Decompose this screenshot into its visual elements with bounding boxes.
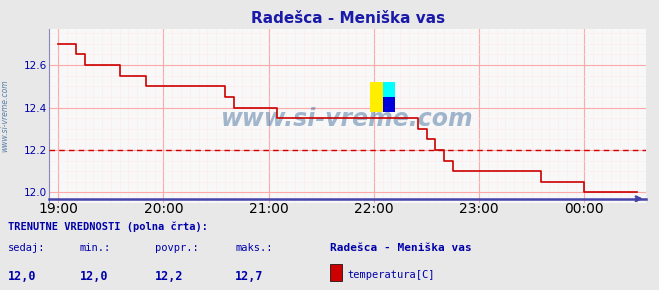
Text: povpr.:: povpr.: [155,243,199,253]
Text: 12,0: 12,0 [8,270,36,283]
Text: www.si-vreme.com: www.si-vreme.com [1,80,10,152]
Text: 12,2: 12,2 [155,270,183,283]
Text: sedaj:: sedaj: [8,243,45,253]
Bar [370,82,383,112]
Text: www.si-vreme.com: www.si-vreme.com [221,108,474,131]
Text: temperatura[C]: temperatura[C] [347,270,434,280]
Text: maks.:: maks.: [235,243,273,253]
Title: Radešca - Meniška vas: Radešca - Meniška vas [250,11,445,26]
Text: TRENUTNE VREDNOSTI (polna črta):: TRENUTNE VREDNOSTI (polna črta): [8,222,208,232]
Text: min.:: min.: [80,243,111,253]
Bar [383,97,395,112]
Bar [330,264,342,281]
Text: Radešca - Meniška vas: Radešca - Meniška vas [330,243,472,253]
Bar [383,82,395,97]
Text: 12,7: 12,7 [235,270,264,283]
Text: 12,0: 12,0 [80,270,109,283]
